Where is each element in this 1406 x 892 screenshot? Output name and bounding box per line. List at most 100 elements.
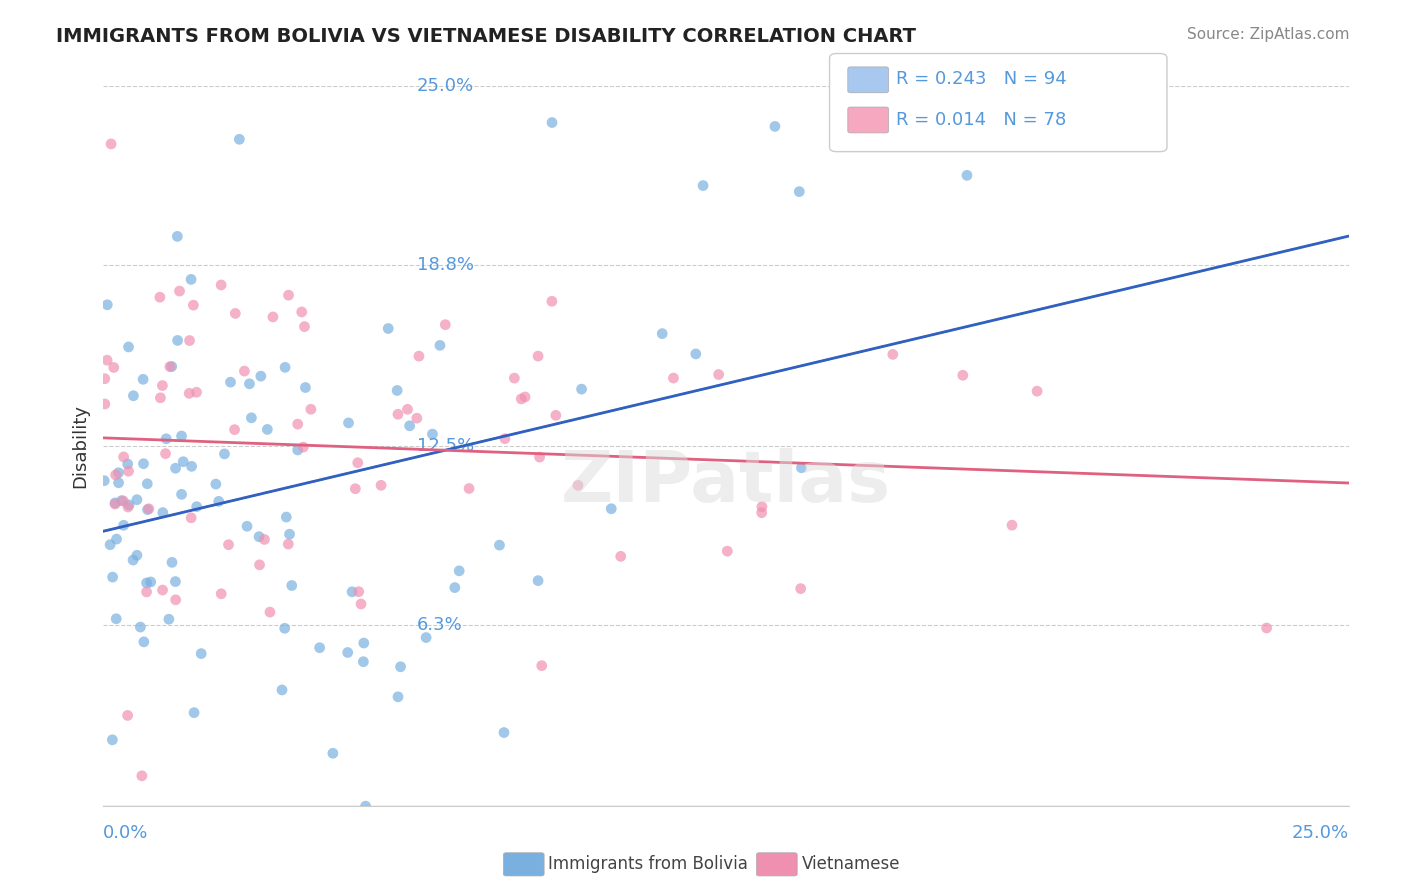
Point — [159, 359, 181, 374]
Point — [160, 555, 183, 569]
Point — [155, 432, 177, 446]
Text: R = 0.243   N = 94: R = 0.243 N = 94 — [896, 70, 1066, 88]
Point — [129, 620, 152, 634]
Point — [1001, 518, 1024, 533]
Point — [273, 621, 295, 635]
Point — [527, 349, 550, 363]
Point — [135, 585, 157, 599]
Point — [370, 478, 392, 492]
Point — [274, 360, 297, 375]
Point — [170, 429, 193, 443]
Point — [208, 494, 231, 508]
Point — [422, 427, 444, 442]
Point — [224, 423, 246, 437]
Point — [529, 450, 551, 464]
Point — [415, 631, 437, 645]
Point — [256, 422, 278, 436]
Point — [287, 442, 309, 457]
Point — [387, 690, 409, 704]
Point — [751, 500, 773, 514]
Point — [789, 582, 811, 596]
Point — [458, 482, 481, 496]
Point — [180, 510, 202, 524]
Point — [385, 384, 408, 398]
Point — [253, 533, 276, 547]
Point — [233, 364, 256, 378]
Text: R = 0.014   N = 78: R = 0.014 N = 78 — [896, 111, 1066, 128]
Point — [344, 482, 367, 496]
Point — [530, 658, 553, 673]
Point — [100, 136, 122, 151]
Point — [287, 417, 309, 431]
Point — [609, 549, 631, 564]
Point — [377, 321, 399, 335]
Point — [276, 510, 298, 524]
Point — [179, 386, 201, 401]
Point — [138, 501, 160, 516]
Point — [150, 378, 173, 392]
Point — [118, 498, 141, 512]
Point — [544, 409, 567, 423]
Point — [117, 464, 139, 478]
Point — [166, 229, 188, 244]
Point — [132, 372, 155, 386]
Point — [510, 392, 533, 406]
Point — [541, 115, 564, 129]
Point — [214, 447, 236, 461]
Point — [218, 538, 240, 552]
Point — [238, 376, 260, 391]
Point — [112, 450, 135, 464]
Point — [952, 368, 974, 383]
Point — [294, 319, 316, 334]
Point — [110, 493, 132, 508]
Point — [443, 581, 465, 595]
Point — [183, 706, 205, 720]
Text: 25.0%: 25.0% — [1292, 824, 1348, 842]
Point — [707, 368, 730, 382]
Point — [186, 500, 208, 514]
Point — [165, 461, 187, 475]
Point — [205, 477, 228, 491]
Point — [337, 416, 360, 430]
Point — [135, 576, 157, 591]
Point — [685, 347, 707, 361]
Point — [117, 500, 139, 514]
Text: 18.8%: 18.8% — [418, 256, 474, 274]
Text: 12.5%: 12.5% — [418, 437, 474, 455]
Point — [166, 334, 188, 348]
Point — [763, 120, 786, 134]
Point — [259, 605, 281, 619]
Point — [271, 682, 294, 697]
Y-axis label: Disability: Disability — [72, 404, 89, 488]
Point — [190, 647, 212, 661]
Point — [513, 390, 536, 404]
Point — [346, 456, 368, 470]
Point — [209, 587, 232, 601]
Point — [96, 353, 118, 368]
Point — [1026, 384, 1049, 399]
Point — [117, 708, 139, 723]
Point — [172, 455, 194, 469]
Point — [398, 418, 420, 433]
Point — [155, 447, 177, 461]
Point — [527, 574, 550, 588]
Point — [567, 478, 589, 492]
Point — [1256, 621, 1278, 635]
Point — [389, 659, 412, 673]
Point — [449, 564, 471, 578]
Point — [180, 272, 202, 286]
Point — [104, 467, 127, 482]
Point — [250, 369, 273, 384]
Point — [405, 411, 427, 425]
Point — [112, 494, 135, 508]
Point — [149, 290, 172, 304]
Point — [247, 530, 270, 544]
Point — [139, 574, 162, 589]
Point — [152, 582, 174, 597]
Point — [262, 310, 284, 324]
Point — [125, 492, 148, 507]
Point — [353, 636, 375, 650]
Point — [219, 375, 242, 389]
Point — [347, 584, 370, 599]
Point — [503, 371, 526, 385]
